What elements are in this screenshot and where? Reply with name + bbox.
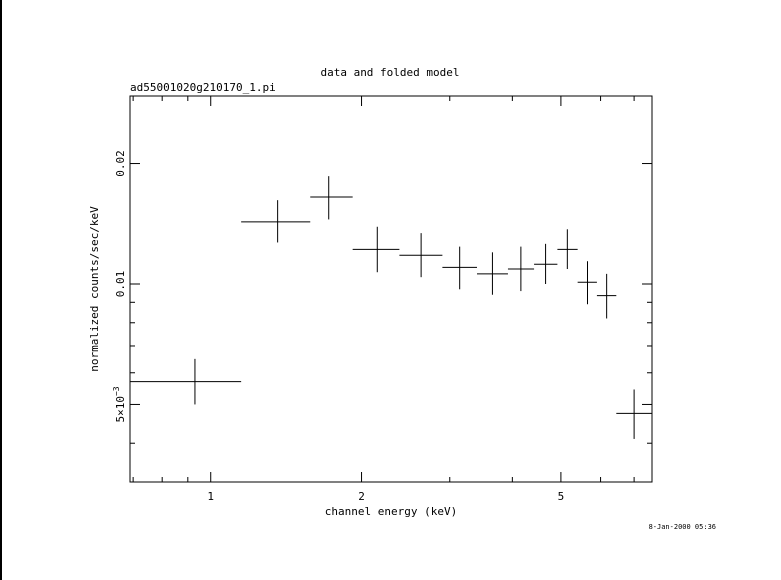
timestamp: 8-Jan-2000 05:36	[649, 523, 716, 531]
x-axis-label: channel energy (keV)	[325, 505, 457, 518]
x-tick-labels: 1 2 5	[207, 490, 564, 503]
plot-area	[129, 95, 653, 483]
window-left-border	[0, 0, 2, 580]
data-point	[507, 246, 535, 292]
data-point	[241, 200, 311, 243]
data-point	[476, 252, 508, 295]
y-tick-label: 0.02	[114, 150, 127, 177]
y-axis-label: normalized counts/sec/keV	[88, 206, 101, 372]
plot-border	[129, 95, 653, 483]
y-tick-label: 5×10−3	[112, 386, 127, 422]
data-points	[130, 176, 652, 439]
data-point	[534, 243, 558, 284]
data-point	[310, 176, 353, 220]
data-point	[616, 389, 652, 439]
axis-ticks	[130, 96, 652, 482]
chart-subtitle: ad55001020g210170_1.pi	[130, 81, 276, 94]
x-tick-label: 1	[207, 490, 214, 503]
x-tick-label: 5	[558, 490, 565, 503]
data-point	[399, 233, 443, 278]
y-tick-exponent: −3	[112, 386, 121, 396]
data-point	[352, 226, 400, 273]
y-tick-labels: 5×10−3 0.01 0.02	[112, 150, 127, 422]
chart-title: data and folded model	[320, 66, 459, 79]
data-point	[130, 358, 242, 405]
y-tick-label: 0.01	[114, 271, 127, 298]
data-point	[596, 273, 617, 319]
data-point	[442, 246, 477, 290]
data-point	[557, 229, 578, 270]
data-point	[577, 261, 597, 305]
x-tick-label: 2	[358, 490, 365, 503]
